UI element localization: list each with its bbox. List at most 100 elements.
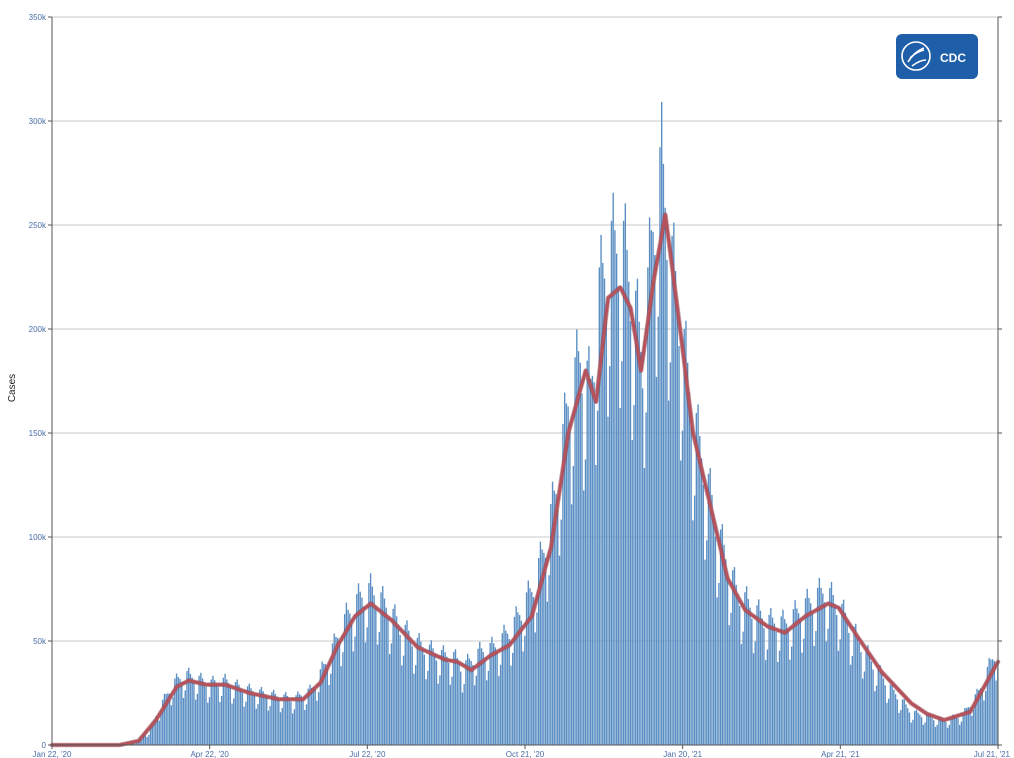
bar: [350, 619, 353, 745]
bar: [836, 615, 838, 745]
bar: [855, 623, 857, 745]
bar: [421, 647, 424, 745]
bar: [437, 683, 439, 745]
bar: [680, 460, 682, 745]
bar: [271, 692, 273, 745]
bar: [312, 687, 315, 745]
bar: [674, 271, 677, 745]
bar: [338, 641, 341, 745]
bar: [915, 709, 918, 745]
cdc-logo: CDC: [896, 34, 978, 79]
bar: [274, 693, 277, 745]
bar: [191, 677, 193, 745]
bar: [744, 592, 746, 745]
bar: [409, 637, 412, 745]
bar: [413, 673, 415, 745]
bar: [645, 412, 647, 745]
bar: [851, 655, 853, 745]
bar: [257, 704, 259, 745]
bar: [796, 608, 798, 745]
bar: [466, 653, 469, 745]
bar: [907, 708, 909, 745]
bar: [908, 712, 911, 745]
bar: [723, 544, 725, 745]
bar: [499, 664, 502, 745]
bar: [586, 360, 588, 745]
bar: [834, 603, 836, 745]
bar: [913, 711, 916, 745]
bar: [780, 616, 782, 745]
bar: [669, 362, 672, 745]
bar: [557, 498, 559, 745]
bar: [480, 648, 483, 745]
bar: [716, 597, 718, 745]
bar: [801, 652, 803, 745]
bar: [151, 721, 154, 745]
bar: [905, 704, 907, 745]
bar: [442, 645, 445, 745]
bar: [406, 620, 408, 745]
bar: [806, 588, 808, 745]
bar: [233, 698, 235, 745]
bar: [220, 695, 223, 745]
bar: [683, 329, 685, 745]
bar: [141, 736, 143, 745]
bar: [624, 203, 627, 745]
bar: [158, 720, 160, 745]
bar: [870, 661, 873, 745]
bar: [212, 675, 214, 745]
bar: [134, 743, 136, 745]
bar: [162, 699, 164, 745]
bar: [917, 712, 919, 745]
bar: [286, 695, 289, 745]
bar: [926, 714, 928, 745]
bar: [619, 408, 621, 745]
x-tick-label: Jan 20, '21: [663, 750, 702, 758]
bar: [316, 700, 318, 745]
y-tick-label: 250k: [29, 221, 47, 230]
bar: [222, 677, 225, 745]
bar: [810, 603, 812, 745]
bar: [699, 436, 701, 745]
bar: [416, 637, 419, 745]
bar: [175, 673, 178, 745]
bar: [778, 650, 781, 745]
bar: [359, 591, 361, 745]
bar: [797, 613, 800, 745]
bar: [453, 651, 455, 745]
bar: [333, 633, 335, 745]
bar: [210, 679, 212, 745]
bar: [532, 597, 535, 745]
bar: [979, 688, 982, 745]
bar: [920, 717, 923, 745]
bar: [390, 643, 393, 745]
bar: [250, 688, 252, 745]
bar: [929, 716, 931, 745]
bar: [461, 692, 464, 745]
bar: [985, 691, 987, 745]
bar: [219, 702, 221, 745]
bar: [517, 612, 519, 745]
bar: [607, 416, 609, 745]
bar: [283, 694, 285, 745]
bar: [593, 382, 595, 745]
bar: [226, 679, 228, 745]
bar: [501, 633, 503, 745]
bar: [311, 687, 313, 745]
bar: [496, 653, 498, 745]
bar: [803, 638, 805, 745]
bar: [486, 680, 488, 745]
bar: [505, 630, 507, 745]
moving-average-line: [49, 212, 1001, 748]
bar: [363, 606, 365, 745]
bar: [262, 691, 264, 745]
bar: [475, 675, 477, 745]
bar: [673, 222, 675, 745]
bar: [910, 722, 912, 745]
bar: [808, 597, 810, 745]
bar: [971, 715, 973, 745]
bar: [823, 602, 826, 745]
bar: [919, 714, 921, 745]
bar: [529, 588, 531, 745]
